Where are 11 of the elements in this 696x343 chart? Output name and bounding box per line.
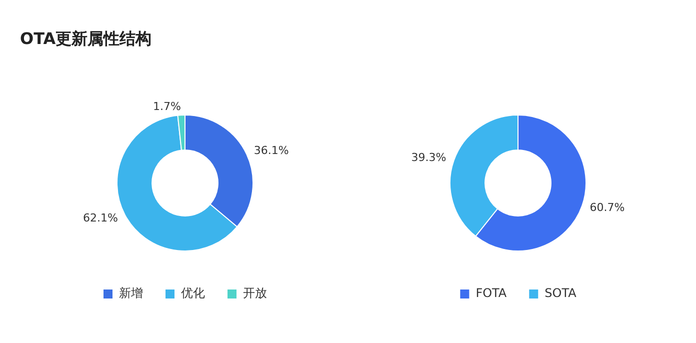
data-label: 36.1% bbox=[254, 144, 289, 157]
legend-label: SOTA bbox=[544, 286, 578, 300]
data-label: 60.7% bbox=[590, 200, 625, 214]
chart-title: OTA更新属性结构 bbox=[20, 29, 152, 50]
legend-label: 开放 bbox=[243, 286, 267, 300]
legend-label: FOTA bbox=[476, 286, 508, 300]
data-label: 39.3% bbox=[411, 150, 446, 164]
data-label: 62.1% bbox=[82, 212, 118, 225]
legend-label: 新增 bbox=[119, 286, 143, 300]
legend-label: 优化 bbox=[181, 286, 205, 300]
data-label: 1.7% bbox=[152, 100, 181, 113]
